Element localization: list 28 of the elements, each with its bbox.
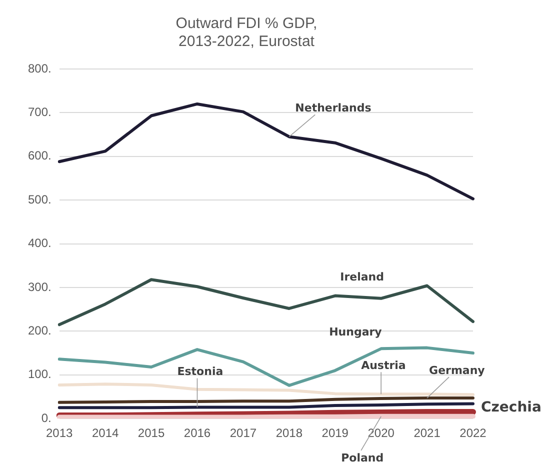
series-label: Germany	[429, 364, 485, 377]
y-tick-label: 0.	[41, 410, 52, 425]
x-tick-label: 2021	[414, 426, 441, 440]
y-tick-label: 600.	[28, 148, 52, 163]
y-tick-label: 700.	[28, 105, 52, 120]
y-tick-label: 300.	[28, 280, 52, 294]
y-tick-label: 200.	[28, 324, 52, 338]
x-tick-label: 2014	[92, 426, 119, 440]
series-label: Hungary	[329, 326, 382, 339]
text: Poland	[341, 451, 384, 464]
series-label: Ireland	[340, 270, 384, 284]
y-tick-label: 500.	[28, 192, 52, 206]
x-tick-label: 2019	[322, 426, 349, 440]
x-tick-label: 2018	[276, 426, 303, 440]
x-tick-label: 2022	[460, 426, 487, 440]
x-tick-label: 2013	[46, 426, 74, 440]
text: Estonia	[177, 365, 224, 378]
y-tick-label: 800.	[28, 61, 52, 76]
text: Netherlands	[295, 102, 372, 115]
series-label: Czechia	[481, 400, 542, 416]
y-tick-label: 400.	[28, 236, 52, 250]
x-tick-label: 2020	[368, 426, 395, 440]
x-tick-label: 2017	[230, 426, 257, 440]
x-tick-label: 2015	[138, 426, 165, 440]
x-tick-label: 2016	[184, 426, 211, 440]
series-label: Austria	[361, 358, 406, 372]
chart-title: Outward FDI % GDP, 2013-2022, Eurostat	[176, 15, 318, 50]
y-tick-label: 100.	[28, 367, 52, 382]
